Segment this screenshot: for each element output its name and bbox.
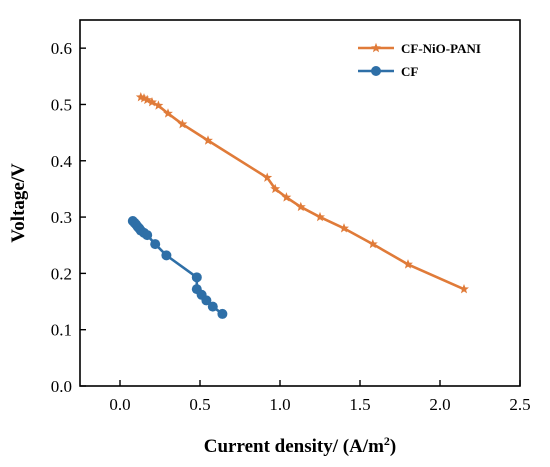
data-point-cf-nio-pani <box>139 93 149 103</box>
legend-entry-cf-nio-pani: CF-NiO-PANI <box>358 41 481 56</box>
y-axis-ticks: 0.0 0.1 0.2 0.3 0.4 0.5 0.6 <box>51 39 86 396</box>
x-tick-label: 1.5 <box>349 395 370 414</box>
legend: CF-NiO-PANI CF <box>358 41 481 79</box>
data-point-cf-nio-pani <box>459 283 469 294</box>
x-axis-ticks: 0.0 0.5 1.0 1.5 2.0 2.5 <box>109 380 531 414</box>
legend-label-cf: CF <box>401 64 418 79</box>
legend-label-cf-nio-pani: CF-NiO-PANI <box>401 41 481 56</box>
data-point-cf <box>161 250 172 261</box>
legend-marker-cf <box>371 66 381 76</box>
data-point-cf-nio-pani <box>203 135 213 145</box>
x-tick-label: 0.0 <box>109 395 130 414</box>
data-point-cf <box>191 272 202 283</box>
data-point-cf <box>142 230 153 241</box>
data-point-cf-nio-pani <box>270 183 281 194</box>
series-line-cf-nio-pani <box>140 95 465 291</box>
y-tick-label: 0.0 <box>51 377 72 396</box>
x-axis-title-end: ) <box>390 436 396 457</box>
x-tick-label: 2.5 <box>509 395 530 414</box>
data-point-cf-nio-pani <box>281 192 292 202</box>
data-point-cf-nio-pani <box>262 172 273 182</box>
data-point-cf-nio-pani <box>163 108 173 118</box>
data-point-cf-nio-pani <box>153 100 164 110</box>
data-point-cf-nio-pani <box>142 94 153 105</box>
y-tick-label: 0.6 <box>51 39 72 58</box>
legend-entry-cf: CF <box>358 64 418 79</box>
data-point-cf-nio-pani <box>315 211 325 222</box>
data-point-cf-nio-pani <box>177 118 188 129</box>
x-tick-label: 1.0 <box>269 395 290 414</box>
data-point-cf-nio-pani <box>339 223 349 233</box>
plot-area <box>79 19 521 387</box>
x-axis-title-superscript: 2 <box>384 434 390 448</box>
y-tick-label: 0.3 <box>51 208 72 227</box>
x-axis-title: Current density/ (A/m2) <box>204 434 396 457</box>
y-tick-label: 0.5 <box>51 95 72 114</box>
y-tick-label: 0.4 <box>51 152 73 171</box>
data-point-cf <box>217 308 228 319</box>
data-point-cf-nio-pani <box>367 238 378 249</box>
y-tick-label: 0.1 <box>51 321 72 340</box>
data-point-cf <box>201 295 212 306</box>
data-point-cf <box>207 301 218 312</box>
series-layer <box>127 91 469 319</box>
x-tick-label: 0.5 <box>189 395 210 414</box>
x-tick-label: 2.0 <box>429 395 450 414</box>
y-axis-title: Voltage/V <box>8 163 29 243</box>
y-tick-label: 0.2 <box>51 264 72 283</box>
data-point-cf-nio-pani <box>403 259 413 269</box>
data-point-cf <box>150 239 161 250</box>
plot-frame <box>79 19 521 387</box>
x-axis-title-main: Current density/ (A/m <box>204 436 384 457</box>
data-point-cf-nio-pani <box>295 201 306 212</box>
legend-marker-cf-nio-pani <box>371 42 381 53</box>
data-point-cf-nio-pani <box>147 97 157 107</box>
